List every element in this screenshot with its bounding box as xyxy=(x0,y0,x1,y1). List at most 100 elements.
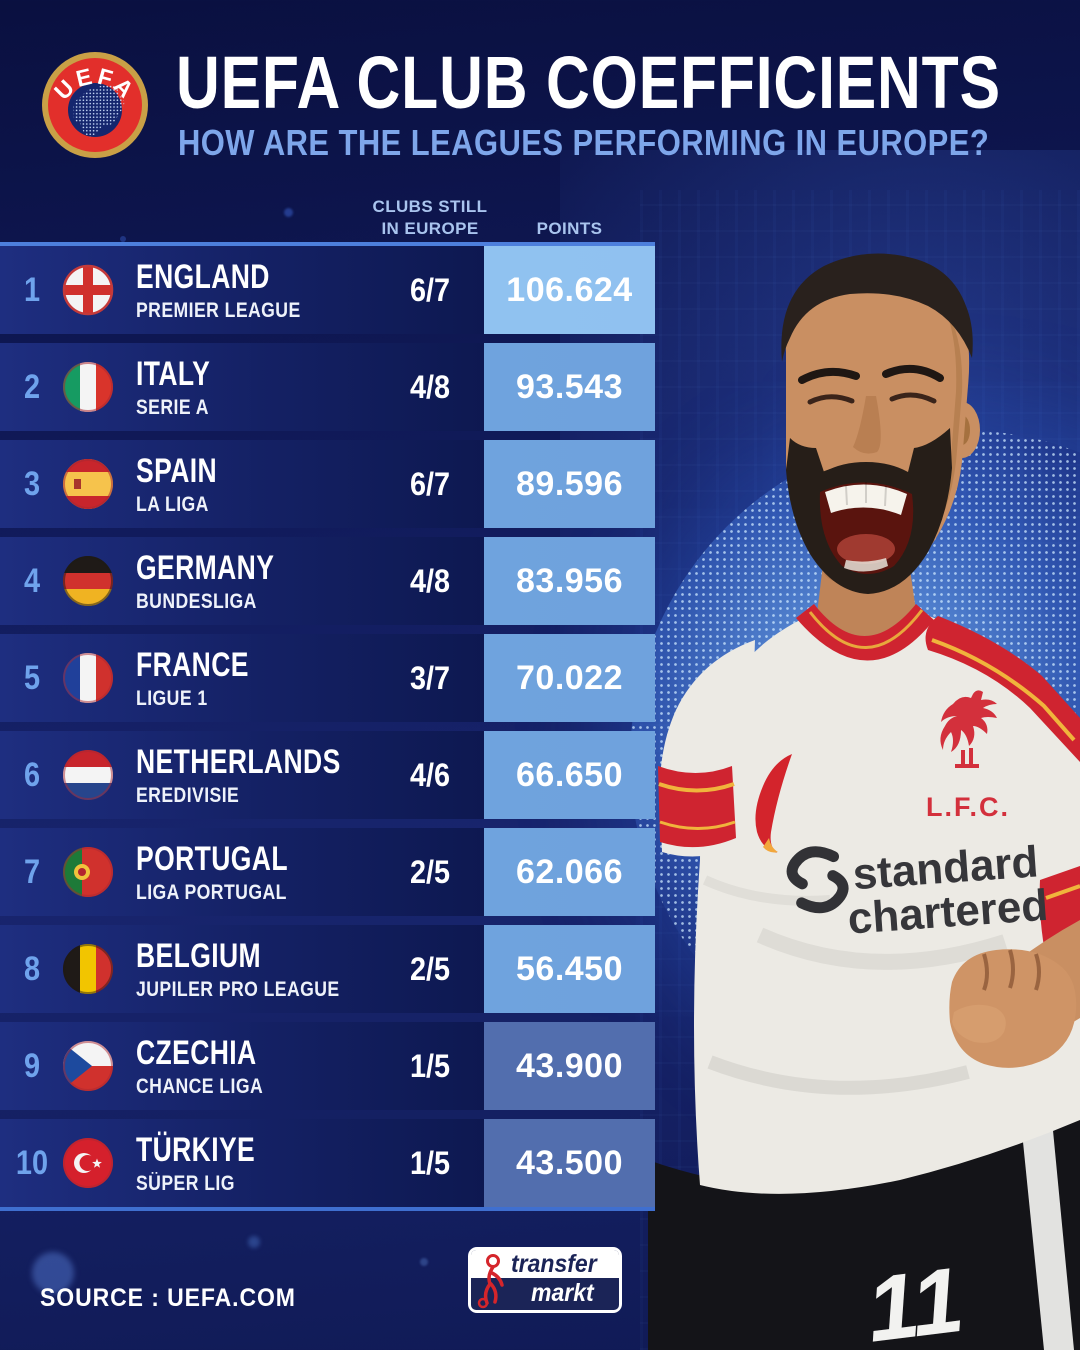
player-head xyxy=(781,253,980,594)
teeth-bottom xyxy=(844,558,888,572)
clubs-still-value: 1/5 xyxy=(409,1144,451,1181)
rank-label: 5 xyxy=(23,658,41,697)
league-name: LA LIGA xyxy=(136,492,209,516)
table-row-netherlands: 6 NETHERLANDS EREDIVISIE 4/6 66.650 xyxy=(0,731,655,819)
hair xyxy=(781,253,973,362)
crest-lfc-text: L.F.C. xyxy=(926,792,1010,822)
clubs-still-value: 6/7 xyxy=(409,271,451,308)
country-name: BELGIUM xyxy=(136,936,262,975)
league-name: BUNDESLIGA xyxy=(136,589,257,613)
flag-england-icon xyxy=(62,264,114,316)
clubs-still-value: 4/6 xyxy=(409,756,451,793)
league-name: LIGA PORTUGAL xyxy=(136,880,287,904)
league-name: LIGUE 1 xyxy=(136,686,208,710)
flag-portugal-icon xyxy=(62,846,114,898)
shirt-collar xyxy=(796,604,934,661)
table-row-france: 5 FRANCE LIGUE 1 3/7 70.022 xyxy=(0,634,655,722)
rank-label: 8 xyxy=(23,949,41,988)
page-title: UEFA CLUB COEFFICIENTS xyxy=(176,41,1001,124)
country-name: NETHERLANDS xyxy=(136,742,341,781)
teeth-top xyxy=(825,484,907,515)
table-row-portugal: 7 PORTUGAL LIGA PORTUGAL 2/5 62.066 xyxy=(0,828,655,916)
table-row-turkiye: 10 TÜRKIYE SÜPER LIG 1/5 43.500 xyxy=(0,1119,655,1207)
uefa-logo: UEFA xyxy=(42,52,148,158)
table-row-czechia: 9 CZECHIA CHANCE LIGA 1/5 43.900 xyxy=(0,1022,655,1110)
tongue xyxy=(837,534,895,564)
eye-left xyxy=(807,394,855,405)
points-value: 70.022 xyxy=(484,634,655,722)
flag-belgium-icon xyxy=(62,943,114,995)
country-name: TÜRKIYE xyxy=(136,1130,256,1169)
country-name: ENGLAND xyxy=(136,257,270,296)
nose xyxy=(853,396,881,454)
liverpool-crest-icon xyxy=(940,690,997,768)
points-value: 66.650 xyxy=(484,731,655,819)
league-name: SERIE A xyxy=(136,395,209,419)
clubs-still-value: 6/7 xyxy=(409,465,451,502)
flag-italy-icon xyxy=(62,361,114,413)
bokeh-dot xyxy=(284,208,293,217)
points-value: 43.900 xyxy=(484,1022,655,1110)
column-header-clubs-still: CLUBS STILL IN EUROPE xyxy=(372,197,488,238)
country-name: SPAIN xyxy=(136,451,218,490)
flag-germany-icon xyxy=(62,555,114,607)
points-value: 93.543 xyxy=(484,343,655,431)
table-row-spain: 3 SPAIN LA LIGA 6/7 89.596 xyxy=(0,440,655,528)
source-credit: SOURCE : UEFA.COM xyxy=(40,1284,296,1312)
transfermarkt-logo-line2: markt xyxy=(531,1279,594,1307)
eye-right xyxy=(889,392,937,404)
clubs-still-value: 4/8 xyxy=(409,562,451,599)
transfermarkt-logo-line1: transfer xyxy=(511,1250,597,1278)
rank-label: 7 xyxy=(23,852,41,891)
league-name: EREDIVISIE xyxy=(136,783,240,807)
shorts-side-stripe xyxy=(1022,1120,1074,1350)
flag-turkiye-icon xyxy=(62,1137,114,1189)
table-row-england: 1 ENGLAND PREMIER LEAGUE 6/7 106.624 xyxy=(0,246,655,334)
league-name: JUPILER PRO LEAGUE xyxy=(136,977,340,1001)
flag-france-icon xyxy=(62,652,114,704)
bokeh-dot xyxy=(120,236,126,242)
shoulder-trim-right xyxy=(925,616,1080,762)
shorts-number: 11 xyxy=(861,1249,968,1350)
points-value: 62.066 xyxy=(484,828,655,916)
bokeh-dot xyxy=(32,1252,74,1294)
league-name: CHANCE LIGA xyxy=(136,1074,264,1098)
points-value: 43.500 xyxy=(484,1119,655,1207)
clubs-still-value: 4/8 xyxy=(409,368,451,405)
country-name: PORTUGAL xyxy=(136,839,288,878)
table-row-germany: 4 GERMANY BUNDESLIGA 4/8 83.956 xyxy=(0,537,655,625)
rank-label: 3 xyxy=(23,464,41,503)
rank-label: 1 xyxy=(23,270,41,309)
table-row-belgium: 8 BELGIUM JUPILER PRO LEAGUE 2/5 56.450 xyxy=(0,925,655,1013)
league-name: PREMIER LEAGUE xyxy=(136,298,301,322)
table-top-border xyxy=(0,242,655,246)
points-value: 89.596 xyxy=(484,440,655,528)
rank-label: 10 xyxy=(15,1143,49,1182)
page-subtitle: HOW ARE THE LEAGUES PERFORMING IN EUROPE… xyxy=(178,122,990,163)
points-value: 83.956 xyxy=(484,537,655,625)
country-name: ITALY xyxy=(136,354,211,393)
flag-spain-icon xyxy=(62,458,114,510)
player-fist xyxy=(949,920,1080,1068)
rank-label: 9 xyxy=(23,1046,41,1085)
clubs-still-value: 3/7 xyxy=(409,659,451,696)
nike-swoosh-icon xyxy=(755,754,792,853)
clubs-still-value: 1/5 xyxy=(409,1047,451,1084)
player-photo-salah: 11 xyxy=(648,253,1080,1350)
league-table: 1 ENGLAND PREMIER LEAGUE 6/7 106.624 2 I… xyxy=(0,246,655,1207)
rank-label: 6 xyxy=(23,755,41,794)
flag-czechia-icon xyxy=(62,1040,114,1092)
table-row-italy: 2 ITALY SERIE A 4/8 93.543 xyxy=(0,343,655,431)
transfermarkt-player-icon xyxy=(477,1254,504,1309)
flag-netherlands-icon xyxy=(62,749,114,801)
league-name: SÜPER LIG xyxy=(136,1171,235,1195)
points-value: 56.450 xyxy=(484,925,655,1013)
clubs-still-value: 2/5 xyxy=(409,950,451,987)
clubs-still-value: 2/5 xyxy=(409,853,451,890)
transfermarkt-logo: transfer markt xyxy=(468,1247,622,1313)
table-bottom-border xyxy=(0,1207,655,1211)
sponsor-standard-chartered: standard chartered xyxy=(786,837,1050,944)
rank-label: 4 xyxy=(23,561,41,600)
bokeh-dot xyxy=(420,1258,428,1266)
country-name: GERMANY xyxy=(136,548,275,587)
